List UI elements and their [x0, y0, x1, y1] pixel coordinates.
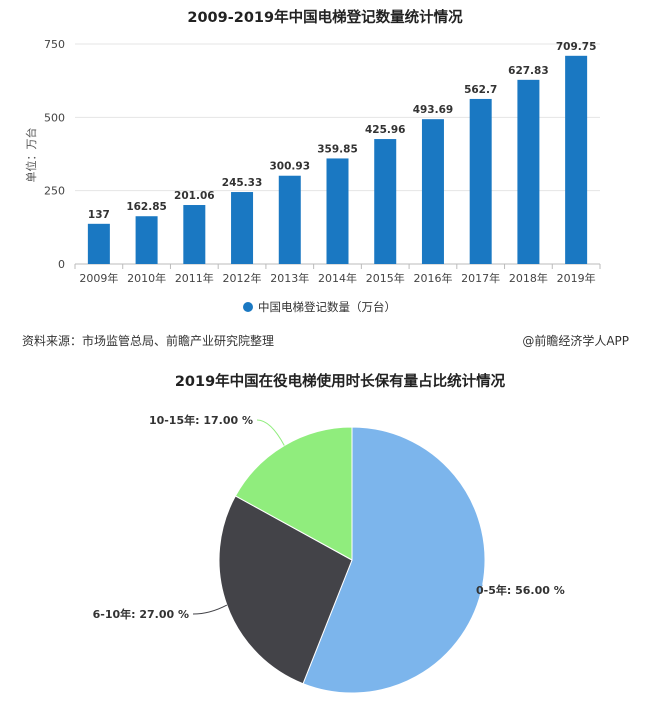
pie-slices	[218, 426, 486, 694]
bar-data-labels: 137 162.85 201.06 245.33 300.93 359.85 425.96 4…	[88, 41, 596, 221]
x-tick-label: 2014年	[318, 271, 357, 285]
bar	[135, 216, 158, 264]
data-label: 137	[88, 209, 110, 221]
x-tick-label: 2009年	[79, 271, 118, 285]
pie-leader-line	[192, 604, 228, 615]
bar	[421, 119, 444, 264]
bar	[517, 79, 540, 264]
data-label: 562.7	[464, 84, 497, 96]
bar	[278, 175, 301, 264]
legend-marker	[243, 302, 253, 312]
pie-label: 0-5年: 56.00 %	[476, 583, 565, 597]
pie-label: 10-15年: 17.00 %	[149, 413, 253, 427]
x-tick-label: 2017年	[461, 271, 500, 285]
bar	[469, 98, 492, 264]
bar	[87, 223, 110, 264]
data-label: 300.93	[270, 161, 311, 173]
pie-label: 6-10年: 27.00 %	[93, 607, 189, 621]
source-note: 资料来源：市场监管总局、前瞻产业研究院整理	[22, 334, 275, 348]
legend-label: 中国电梯登记数量（万台）	[258, 300, 396, 314]
y-tick-label: 500	[44, 111, 65, 124]
data-label: 245.33	[222, 177, 263, 189]
x-tick-label: 2010年	[127, 271, 166, 285]
pie-chart: 2019年中国在役电梯使用时长保有量占比统计情况 0-5年: 56.00 % 6-…	[93, 372, 565, 694]
bar-chart-y-ticks: 0 250 500 750	[44, 38, 65, 271]
y-axis-label: 单位：万台	[24, 128, 38, 183]
y-tick-label: 750	[44, 38, 65, 51]
bar-series	[87, 55, 588, 264]
bar	[183, 205, 206, 264]
bar-chart-title: 2009-2019年中国电梯登记数量统计情况	[187, 8, 463, 26]
source-bar: 资料来源：市场监管总局、前瞻产业研究院整理 @前瞻经济学人APP	[0, 328, 651, 352]
bar-chart-x-ticks: 2009年 2010年 2011年 2012年 2013年 2014年 2015年 2016年…	[74, 264, 601, 285]
pie-labels: 0-5年: 56.00 % 6-10年: 27.00 % 10-15年: 17.00…	[93, 413, 565, 621]
x-tick-label: 2015年	[366, 271, 405, 285]
x-tick-label: 2016年	[413, 271, 452, 285]
x-tick-label: 2013年	[270, 271, 309, 285]
bar-chart-legend: 中国电梯登记数量（万台）	[243, 300, 396, 314]
data-label: 162.85	[126, 201, 167, 213]
pie-leader-line	[471, 584, 483, 591]
data-label: 627.83	[508, 65, 549, 77]
x-tick-label: 2018年	[509, 271, 548, 285]
data-label: 201.06	[174, 190, 215, 202]
y-tick-label: 0	[58, 258, 65, 271]
x-tick-label: 2011年	[175, 271, 214, 285]
bar	[565, 55, 588, 264]
x-tick-label: 2019年	[557, 271, 596, 285]
bar	[326, 158, 349, 264]
pie-slice	[218, 495, 353, 685]
bar	[231, 192, 254, 264]
pie-leader-line	[256, 419, 285, 446]
data-label: 359.85	[317, 143, 358, 155]
data-label: 493.69	[413, 104, 454, 116]
data-label: 425.96	[365, 124, 406, 136]
data-label: 709.75	[556, 41, 597, 53]
bar	[374, 139, 397, 264]
pie-chart-title: 2019年中国在役电梯使用时长保有量占比统计情况	[175, 372, 506, 390]
y-tick-label: 250	[44, 185, 65, 198]
pie-slice	[234, 426, 353, 561]
watermark-credit: @前瞻经济学人APP	[522, 334, 629, 348]
x-tick-label: 2012年	[223, 271, 262, 285]
